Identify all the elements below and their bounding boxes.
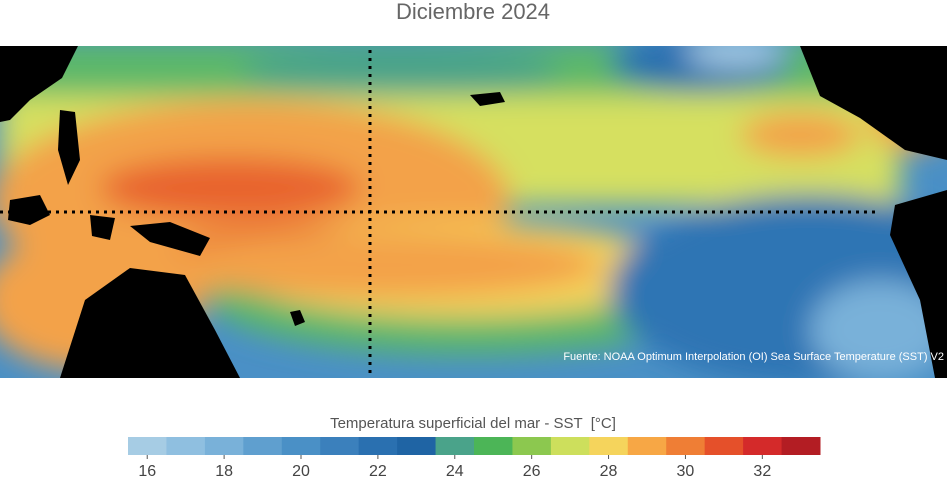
colorbar-tick-label: 28 [600,463,618,480]
colorbar-bin [128,437,167,455]
colorbar-tick-label: 22 [369,463,387,480]
colorbar-tick-label: 24 [446,463,464,480]
sst-map [0,46,947,378]
colorbar-bin [474,437,513,455]
colorbar-tick-label: 32 [753,463,771,480]
colorbar-bin [435,437,475,455]
colorbar-bin [320,437,360,455]
colorbar-bin [743,437,783,455]
colorbar-bin [704,437,744,455]
colorbar-bin [781,437,821,455]
colorbar-tick-label: 16 [138,463,156,480]
colorbar-bin [281,437,321,455]
source-note: Fuente: NOAA Optimum Interpolation (OI) … [563,351,944,363]
colorbar-tick-label: 30 [677,463,695,480]
colorbar-tick-label: 18 [215,463,233,480]
colorbar-bin [512,437,552,455]
colorbar-bin [627,437,667,455]
colorbar-bin [204,437,244,455]
colorbar-bin [550,437,590,455]
colorbar-bin [397,437,437,455]
title: Diciembre 2024 [396,0,550,24]
colorbar-bin [589,437,629,455]
colorbar-title: Temperatura superficial del mar - SST [°… [330,415,616,432]
colorbar-bin [166,437,206,455]
colorbar-bin [358,437,398,455]
colorbar-tick-label: 26 [523,463,541,480]
colorbar-tick-label: 20 [292,463,310,480]
colorbar-bin [243,437,283,455]
colorbar-bin [666,437,706,455]
colorbar: 16 18 20 22 24 26 28 30 32 [128,437,821,480]
